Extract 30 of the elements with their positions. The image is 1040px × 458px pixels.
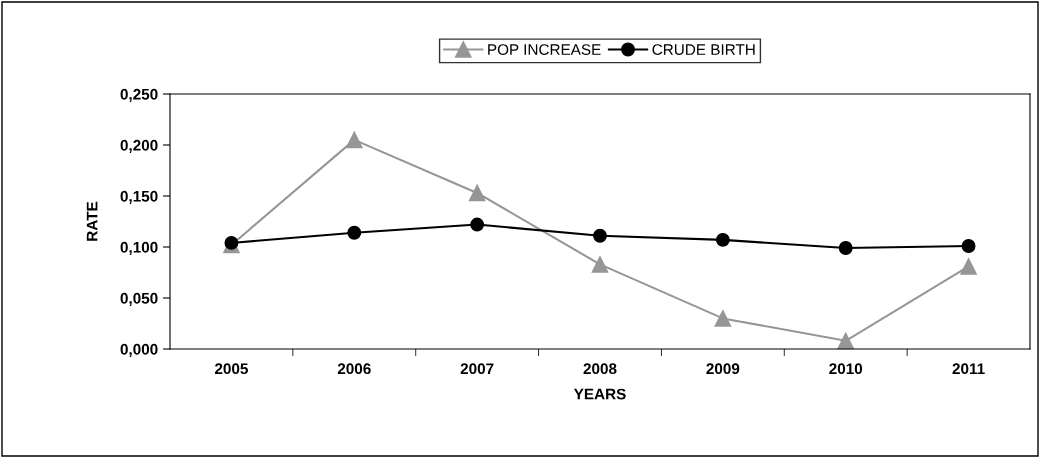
y-tick-label: 0,200: [120, 139, 158, 153]
point: [345, 131, 363, 149]
y-tick-label: 0,150: [120, 190, 158, 204]
point: [838, 241, 853, 255]
x-tick-label: 2007: [460, 363, 494, 375]
legend-label: CRUDE BIRTH: [652, 44, 755, 55]
x-tick-label: 2011: [952, 363, 985, 375]
y-tick-label: 0,100: [120, 241, 158, 255]
legend-label: POP INCREASE: [488, 44, 601, 55]
x-tick-label: 2008: [583, 363, 617, 375]
point: [837, 332, 855, 350]
y-axis-title: RATE: [86, 201, 98, 241]
point: [960, 258, 977, 275]
x-tick-label: 2009: [706, 363, 740, 375]
y-tick-label: 0,250: [120, 88, 158, 102]
x-axis-title: YEARS: [573, 388, 626, 400]
point: [961, 239, 976, 253]
point: [347, 225, 362, 240]
x-tick-label: 2010: [829, 363, 863, 375]
point: [593, 228, 607, 243]
y-tick-label: 0,000: [120, 343, 158, 357]
y-tick-label: 0,050: [120, 292, 158, 306]
point: [715, 232, 730, 247]
point: [224, 235, 239, 250]
point: [468, 184, 486, 202]
point: [470, 217, 485, 232]
point: [714, 310, 732, 327]
x-tick-label: 2006: [337, 363, 371, 375]
point: [591, 256, 609, 273]
x-tick-label: 2005: [214, 363, 248, 375]
